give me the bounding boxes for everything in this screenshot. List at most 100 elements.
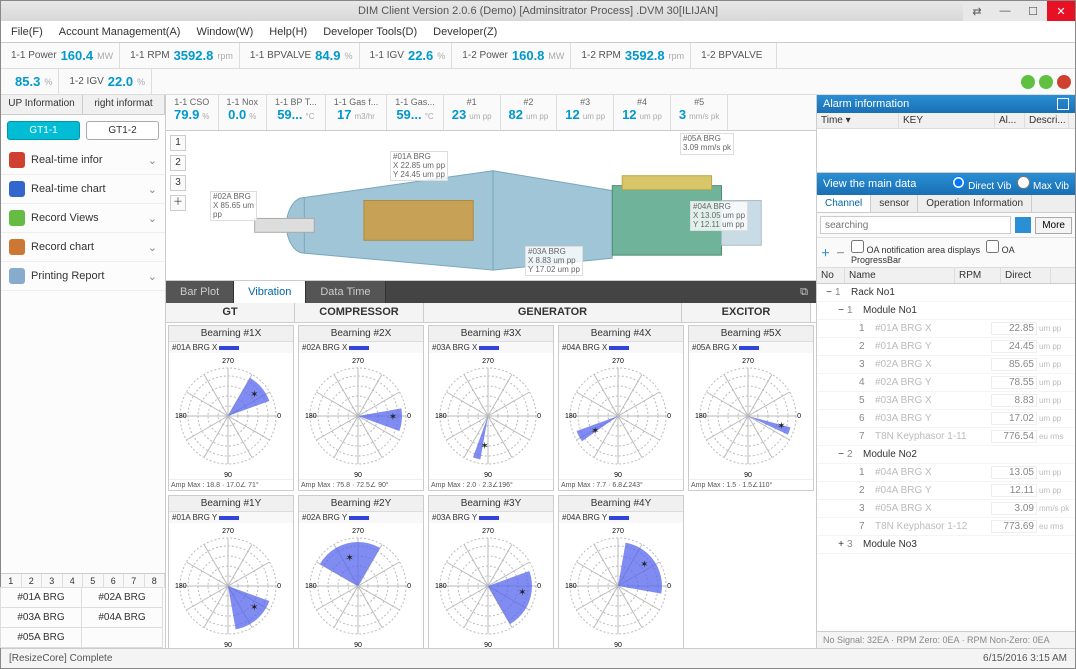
expand-icon[interactable]: + [835, 539, 847, 550]
tree-name: Module No3 [863, 539, 1073, 550]
checkbox[interactable] [851, 240, 864, 253]
tree-row[interactable]: − 1 Module No1 [817, 302, 1075, 320]
tree-row[interactable]: 3 #05A BRG X 3.09 mm/s pk [817, 500, 1075, 518]
panel-collapse-icon[interactable] [1057, 98, 1069, 110]
tree-col[interactable]: No [817, 268, 845, 283]
tree-row[interactable]: 2 #04A BRG Y 12.11 um pp [817, 482, 1075, 500]
brg-button[interactable] [81, 627, 163, 648]
vib-option[interactable]: Direct Vib [952, 176, 1011, 192]
alarm-col[interactable]: Descri... [1025, 113, 1069, 128]
restore-icon[interactable]: ⇄ [963, 1, 991, 21]
view-num-button[interactable]: ＋ [170, 195, 186, 211]
right-tab[interactable]: Operation Information [918, 195, 1032, 212]
nav-item[interactable]: Real-time chart⌄ [1, 175, 165, 204]
menu-item[interactable]: Help(H) [263, 24, 313, 40]
svg-text:90: 90 [614, 472, 622, 479]
alarm-col[interactable]: Al... [995, 113, 1025, 128]
tree-row[interactable]: 5 #03A BRG X 8.83 um pp [817, 392, 1075, 410]
brg-num[interactable]: 6 [104, 574, 125, 588]
more-button[interactable]: More [1035, 217, 1072, 234]
sidebar-tab[interactable]: UP Information [1, 95, 83, 114]
plot-tab[interactable]: Vibration [234, 281, 306, 303]
nav-item[interactable]: Real-time infor⌄ [1, 146, 165, 175]
alarm-col[interactable]: Time ▾ [817, 113, 899, 128]
polar-footer: Amp Max : 18.8 · 17.0∠ 71° [169, 479, 293, 490]
plot-tab[interactable]: Data Time [306, 281, 385, 303]
gt-button[interactable]: GT1-2 [86, 121, 159, 140]
brg-num[interactable]: 7 [124, 574, 145, 588]
menu-item[interactable]: Window(W) [190, 24, 259, 40]
brg-button[interactable]: #05A BRG [0, 627, 82, 648]
radio[interactable] [952, 176, 965, 189]
gt-button[interactable]: GT1-1 [7, 121, 80, 140]
close-button[interactable]: ✕ [1047, 1, 1075, 21]
brg-num[interactable]: 1 [1, 574, 22, 588]
expand-icon[interactable]: ⧉ [792, 281, 816, 303]
view-num-button[interactable]: 1 [170, 135, 186, 151]
view-num-button[interactable]: 3 [170, 175, 186, 191]
view-num-button[interactable]: 2 [170, 155, 186, 171]
tree-row[interactable]: 3 #02A BRG X 85.65 um pp [817, 356, 1075, 374]
brg-num[interactable]: 3 [42, 574, 63, 588]
tree-col[interactable]: RPM [955, 268, 1001, 283]
plot-tab[interactable]: Bar Plot [166, 281, 234, 303]
tree-row[interactable]: + 3 Module No3 [817, 536, 1075, 554]
brg-button[interactable]: #03A BRG [0, 607, 82, 628]
metric-band-1: 1-1 Power160.4MW1-1 RPM3592.8rpm1-1 BPVA… [1, 43, 1075, 69]
expand-icon[interactable]: − [835, 449, 847, 460]
brg-num[interactable]: 4 [63, 574, 84, 588]
sidebar-tab[interactable]: right informat [83, 95, 165, 114]
status-dot-icon[interactable] [1021, 75, 1035, 89]
checkbox[interactable] [986, 240, 999, 253]
expand-icon[interactable]: − [835, 305, 847, 316]
status-dot-icon[interactable] [1057, 75, 1071, 89]
callout: #05A BRG3.09 mm/s pk [680, 133, 734, 155]
chevron-down-icon: ⌄ [148, 183, 157, 196]
brg-button[interactable]: #02A BRG [81, 587, 163, 608]
search-icon[interactable] [1015, 217, 1031, 233]
menu-item[interactable]: File(F) [5, 24, 49, 40]
remove-button[interactable]: － [836, 246, 845, 259]
checkbox-label[interactable]: OA notification area displays [851, 245, 980, 255]
brg-num[interactable]: 8 [145, 574, 166, 588]
tree-row[interactable]: − 2 Module No2 [817, 446, 1075, 464]
right-tab[interactable]: Channel [817, 195, 871, 212]
tree-row[interactable]: 1 #01A BRG X 22.85 um pp [817, 320, 1075, 338]
tree-row[interactable]: 7 T8N Keyphasor 1-12 773.69 eu rms [817, 518, 1075, 536]
vib-option[interactable]: Max Vib [1017, 176, 1069, 192]
sort-icon[interactable]: ▾ [846, 115, 851, 126]
tree-unit: um pp [1039, 324, 1073, 333]
brg-num[interactable]: 2 [22, 574, 43, 588]
expand-icon[interactable]: − [823, 287, 835, 298]
brg-num[interactable]: 5 [83, 574, 104, 588]
tree-col[interactable]: Direct [1001, 268, 1051, 283]
tree-col[interactable]: Name [845, 268, 955, 283]
brg-button[interactable]: #01A BRG [0, 587, 82, 608]
status-dot-icon[interactable] [1039, 75, 1053, 89]
section-label: COMPRESSOR [295, 303, 424, 322]
tree-row[interactable]: − 1 Rack No1 [817, 284, 1075, 302]
maximize-button[interactable]: ☐ [1019, 1, 1047, 21]
nav-item[interactable]: Printing Report⌄ [1, 262, 165, 291]
search-input[interactable] [820, 216, 1011, 234]
metric-unit: % [44, 77, 52, 87]
brg-button[interactable]: #04A BRG [81, 607, 163, 628]
radio[interactable] [1017, 176, 1030, 189]
tree-row[interactable]: 1 #04A BRG X 13.05 um pp [817, 464, 1075, 482]
add-button[interactable]: ＋ [821, 246, 830, 259]
alarm-col[interactable]: KEY [899, 113, 995, 128]
tree-row[interactable]: 2 #01A BRG Y 24.45 um pp [817, 338, 1075, 356]
tree-row[interactable]: 4 #02A BRG Y 78.55 um pp [817, 374, 1075, 392]
right-tab[interactable]: sensor [871, 195, 918, 212]
nav-item[interactable]: Record Views⌄ [1, 204, 165, 233]
menu-item[interactable]: Account Management(A) [53, 24, 187, 40]
minimize-button[interactable]: — [991, 1, 1019, 21]
nav-item[interactable]: Record chart⌄ [1, 233, 165, 262]
alarm-title: Alarm information [823, 98, 909, 110]
menu-item[interactable]: Developer(Z) [427, 24, 503, 40]
channel-tree[interactable]: − 1 Rack No1 − 1 Module No1 1 #01A BRG X… [817, 284, 1075, 631]
polar-cell: Bearning #2Y #02A BRG Y ✶ 270 90 180 0 A… [298, 495, 424, 648]
menu-item[interactable]: Developer Tools(D) [317, 24, 423, 40]
tree-row[interactable]: 7 T8N Keyphasor 1-11 776.54 eu rms [817, 428, 1075, 446]
tree-row[interactable]: 6 #03A BRG Y 17.02 um pp [817, 410, 1075, 428]
